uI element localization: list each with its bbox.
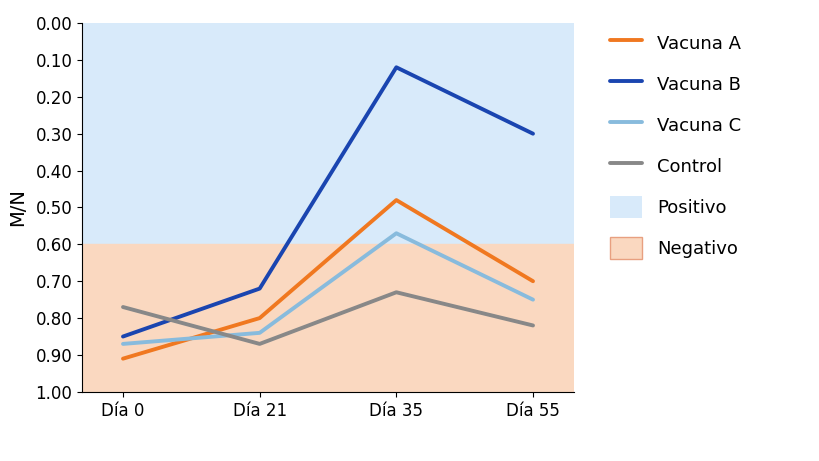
Y-axis label: M/N: M/N: [8, 189, 27, 226]
Legend: Vacuna A, Vacuna B, Vacuna C, Control, Positivo, Negativo: Vacuna A, Vacuna B, Vacuna C, Control, P…: [602, 25, 747, 266]
Bar: [82, 23, 573, 244]
Bar: [82, 244, 573, 392]
